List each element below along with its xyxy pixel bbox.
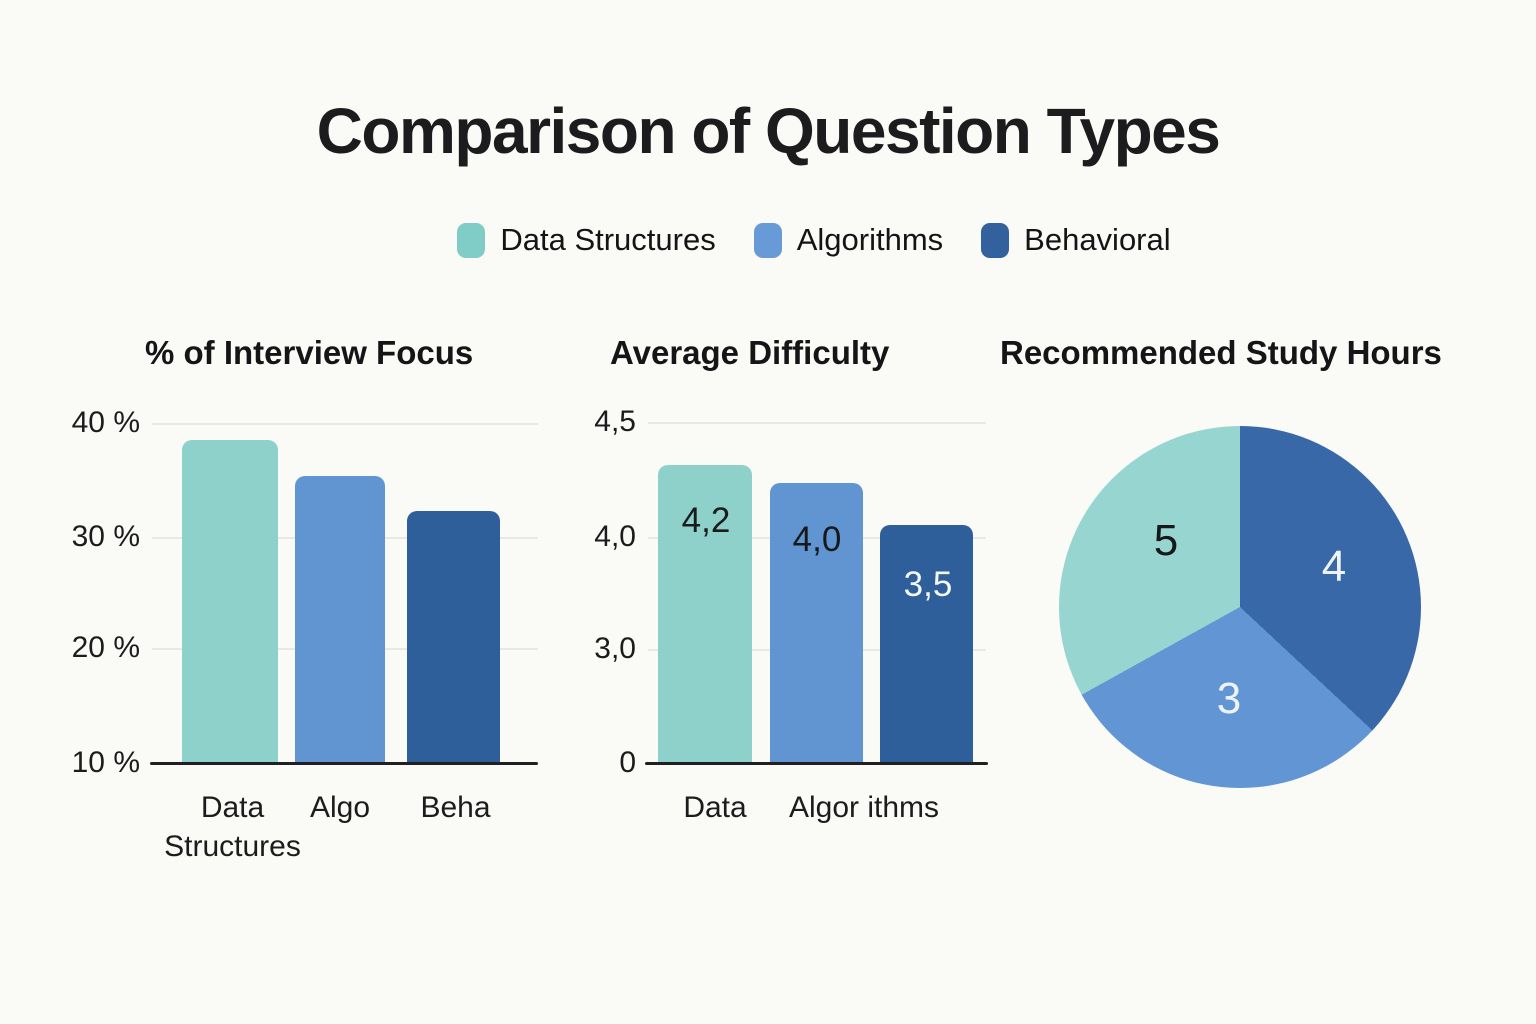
chart2-gridline-4-5 — [648, 422, 986, 424]
chart1-ytick: 10 % — [71, 746, 140, 779]
pie-slice-label-algorithms: 3 — [1216, 674, 1242, 723]
page-title: Comparison of Question Types — [316, 95, 1221, 167]
chart1-bar-behavioral — [407, 511, 500, 764]
chart1-title: % of Interview Focus — [145, 334, 474, 371]
chart1-category-label: Algo — [309, 791, 371, 824]
chart2-bar-data-structures — [658, 465, 752, 764]
chart2-value-label: 4,0 — [792, 520, 842, 559]
chart2-ytick: 4,0 — [594, 520, 636, 553]
chart3-title: Recommended Study Hours — [1000, 334, 1442, 371]
chart1-ytick: 40 % — [71, 406, 140, 439]
chart1-x-axis — [150, 762, 538, 765]
chart1-category-label: Beha — [420, 791, 491, 824]
legend: Data Structures Algorithms Behavioral — [46, 222, 1536, 258]
chart2-ytick: 4,5 — [594, 405, 636, 438]
legend-swatch-algorithms — [753, 222, 782, 258]
chart2-value-label: 3,5 — [903, 565, 953, 604]
pie-chart — [1059, 426, 1421, 788]
pie-slice-label-behavioral: 4 — [1321, 542, 1347, 591]
chart1-category-label: Data Structures — [164, 791, 301, 863]
legend-item-algorithms: Algorithms — [753, 222, 944, 258]
legend-label: Data Structures — [500, 222, 716, 257]
chart1-bar-algorithms — [295, 476, 385, 764]
legend-swatch-data-structures — [457, 222, 486, 258]
pie-slice-label-data-structures: 5 — [1153, 516, 1179, 565]
chart2-title: Average Difficulty — [610, 334, 890, 371]
chart1-gridline-40 — [152, 423, 538, 425]
chart1-ytick: 20 % — [71, 631, 140, 664]
legend-label: Behavioral — [1024, 222, 1171, 257]
chart2-x-axis — [645, 762, 988, 765]
legend-item-behavioral: Behavioral — [981, 222, 1171, 258]
chart2-bar-behavioral — [880, 525, 973, 764]
chart2-category-label: Algor ithms — [788, 791, 940, 824]
chart2-ytick: 3,0 — [594, 632, 636, 665]
chart2-value-label: 4,2 — [681, 501, 731, 540]
chart1-ytick: 30 % — [71, 520, 140, 553]
legend-item-data-structures: Data Structures — [457, 222, 716, 258]
legend-label: Algorithms — [796, 222, 944, 257]
chart2-ytick: 0 — [619, 746, 636, 779]
chart2-bar-algorithms — [770, 483, 863, 764]
chart2-category-label: Data — [683, 791, 747, 824]
legend-swatch-behavioral — [981, 222, 1010, 258]
chart1-bar-data-structures — [182, 440, 278, 764]
